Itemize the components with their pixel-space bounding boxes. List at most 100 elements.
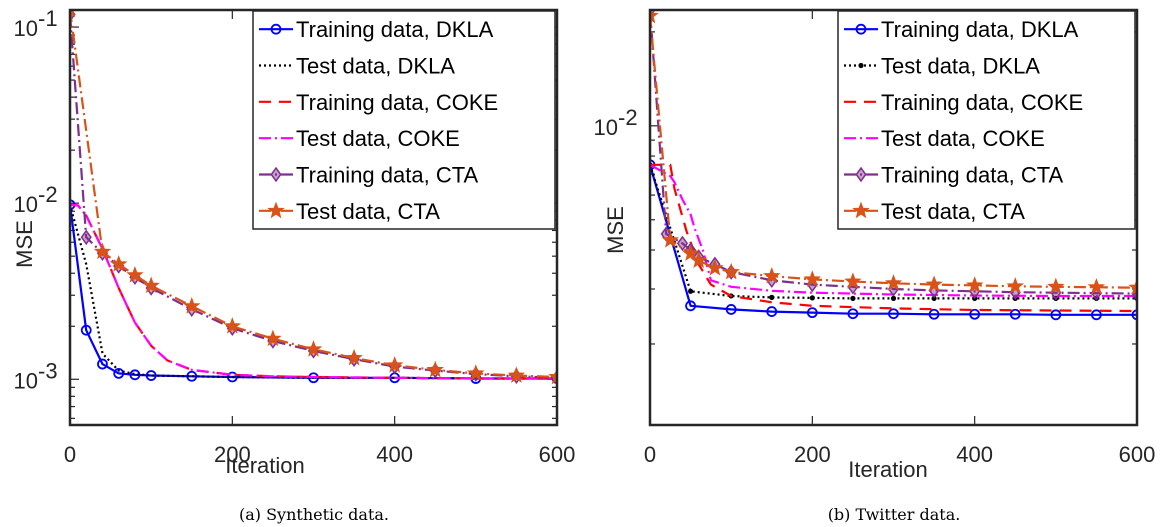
legend-label: Training data, DKLA	[881, 17, 1079, 42]
legend-label: Test data, CTA	[881, 199, 1025, 224]
data-point	[890, 295, 897, 301]
data-point	[928, 308, 940, 320]
chart-panel-synthetic: 10-110-210-3 0 200 400 600 Iteration MSE Tr…	[12, 6, 575, 524]
data-point	[1131, 309, 1137, 321]
data-point	[1006, 277, 1024, 294]
data-point	[426, 360, 444, 378]
data-point	[97, 358, 108, 370]
data-point	[264, 329, 282, 347]
x-axis: 0 200 400 600	[64, 10, 575, 467]
legend-box	[252, 10, 556, 230]
y-axis-label: MSE	[603, 206, 628, 254]
series-line	[650, 164, 1137, 316]
data-point	[1047, 277, 1065, 295]
y-tick-exponent: -2	[38, 182, 58, 207]
series-line	[650, 15, 1137, 289]
series-layer	[70, 10, 557, 386]
data-point	[706, 258, 724, 276]
data-point	[762, 266, 781, 284]
chart-panel-twitter: 10 -2 0 200 400 600 Iteration MSE Training d…	[594, 8, 1155, 524]
caption: (a) Synthetic data.	[239, 505, 389, 524]
data-point	[766, 306, 778, 317]
data-point	[93, 242, 112, 260]
caption: (b) Twitter data.	[828, 505, 961, 524]
data-point	[548, 367, 557, 385]
x-tick-label: 600	[539, 442, 576, 467]
data-point	[690, 251, 708, 269]
data-point	[80, 229, 92, 246]
legend-label: Test data, COKE	[296, 126, 460, 151]
data-point	[182, 297, 201, 314]
data-point	[1128, 278, 1137, 296]
x-tick-label: 400	[376, 442, 413, 467]
x-axis-label: Iteration	[848, 457, 928, 482]
data-point	[687, 288, 694, 294]
legend-label: Test data, DKLA	[296, 54, 455, 79]
data-point	[855, 23, 867, 35]
legend: Training data, DKLA Test data, DKLA Traini…	[837, 10, 1136, 230]
y-tick-label: 10	[14, 192, 38, 217]
y-tick-label: 10	[594, 115, 618, 140]
data-point	[110, 255, 128, 272]
legend-label: Training data, COKE	[881, 90, 1083, 115]
x-tick-label: 600	[1119, 442, 1156, 467]
data-point	[129, 369, 141, 381]
data-point	[685, 300, 696, 312]
data-point	[884, 274, 903, 291]
x-axis: 0 200 400 600	[644, 10, 1155, 467]
x-tick-label: 200	[794, 442, 831, 467]
legend-label: Training data, CTA	[296, 163, 479, 188]
data-point	[844, 272, 862, 289]
data-point	[1050, 309, 1062, 321]
data-point	[186, 370, 198, 382]
legend-label: Test data, DKLA	[881, 54, 1040, 79]
y-tick-label: 10	[14, 16, 38, 41]
data-point	[145, 370, 157, 381]
data-point	[850, 295, 856, 301]
data-point	[113, 367, 125, 379]
data-point	[855, 166, 867, 183]
data-point	[270, 23, 282, 35]
series-line	[650, 163, 1137, 298]
x-tick-label: 400	[956, 442, 993, 467]
data-point	[847, 308, 859, 320]
legend-label: Test data, COKE	[881, 126, 1045, 151]
axes-box	[648, 8, 1139, 427]
data-point	[345, 348, 363, 366]
data-point	[267, 201, 285, 219]
data-point	[1009, 308, 1021, 320]
data-point	[1091, 309, 1102, 321]
legend: Training data, DKLA Test data, DKLA Traini…	[252, 10, 556, 230]
y-axis-label: MSE	[12, 220, 37, 268]
data-point	[1087, 278, 1106, 295]
y-tick-exponent: -1	[38, 6, 58, 31]
data-point	[681, 244, 700, 261]
data-point	[769, 294, 775, 300]
data-point	[386, 356, 404, 373]
x-tick-label: 0	[644, 442, 656, 467]
data-point	[966, 276, 984, 293]
data-point	[925, 275, 943, 292]
y-tick-exponent: -3	[38, 358, 58, 383]
data-point	[304, 340, 323, 357]
data-point	[650, 10, 659, 24]
x-tick-label: 0	[64, 442, 76, 467]
series-line	[70, 203, 557, 380]
legend-box	[837, 10, 1136, 230]
x-axis-label: Iteration	[225, 453, 305, 478]
legend-label: Training data, COKE	[296, 90, 498, 115]
series-line	[70, 10, 557, 379]
data-point	[931, 295, 937, 301]
data-point	[507, 366, 526, 383]
data-point	[661, 231, 679, 248]
axes-box	[68, 8, 559, 427]
data-point	[126, 266, 144, 283]
data-point	[270, 166, 282, 183]
data-point	[722, 262, 740, 280]
data-point	[806, 307, 818, 319]
data-point	[142, 276, 160, 294]
data-point	[858, 62, 864, 69]
data-point	[467, 364, 485, 381]
data-point	[725, 304, 737, 315]
data-point	[80, 324, 92, 336]
